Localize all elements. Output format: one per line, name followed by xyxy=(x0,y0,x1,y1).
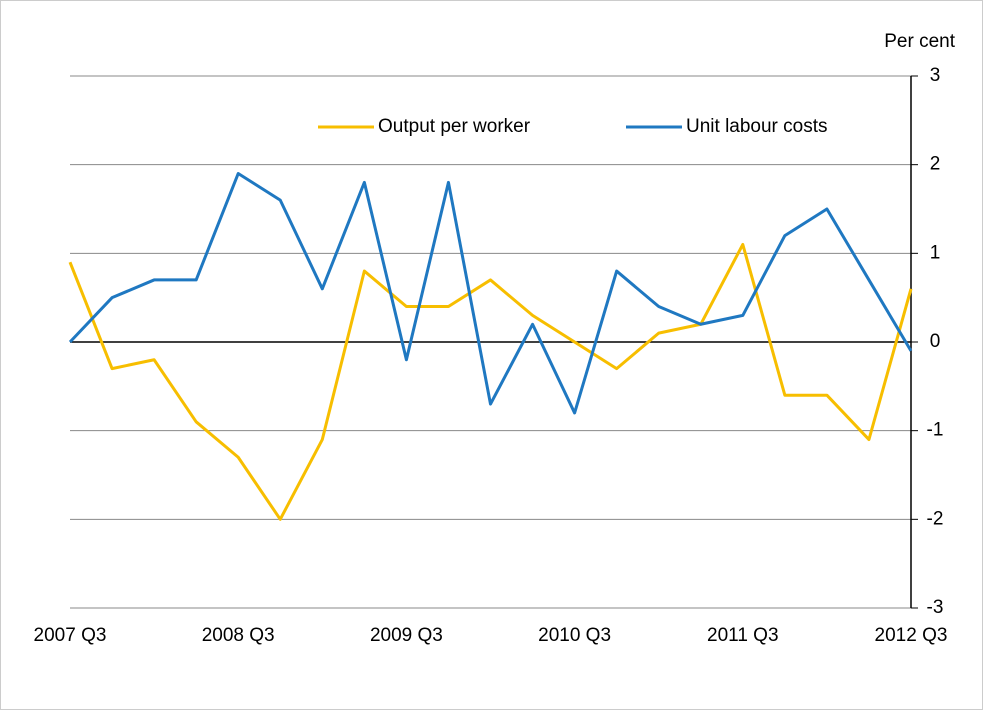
y-tick-label: 1 xyxy=(930,242,941,263)
series-line xyxy=(68,172,913,415)
y-tick-label: 3 xyxy=(930,65,941,86)
x-tick-label: 2011 Q3 xyxy=(707,625,778,646)
y-tick-label: 2 xyxy=(930,154,941,175)
x-tick-label: 2008 Q3 xyxy=(202,625,275,646)
x-tick-label: 2012 Q3 xyxy=(875,625,948,646)
series-line xyxy=(68,242,913,521)
x-tick-label: 2007 Q3 xyxy=(34,625,107,646)
x-tick-label: 2009 Q3 xyxy=(370,625,443,646)
y-tick-label: -1 xyxy=(927,420,944,441)
y-tick-label: 0 xyxy=(930,331,941,352)
x-tick-label: 2010 Q3 xyxy=(538,625,611,646)
y-axis-label: Per cent xyxy=(884,31,955,52)
legend-label: Unit labour costs xyxy=(686,116,828,137)
y-tick-label: -3 xyxy=(927,597,944,618)
legend-label: Output per worker xyxy=(378,116,531,137)
y-tick-label: -2 xyxy=(927,508,944,529)
